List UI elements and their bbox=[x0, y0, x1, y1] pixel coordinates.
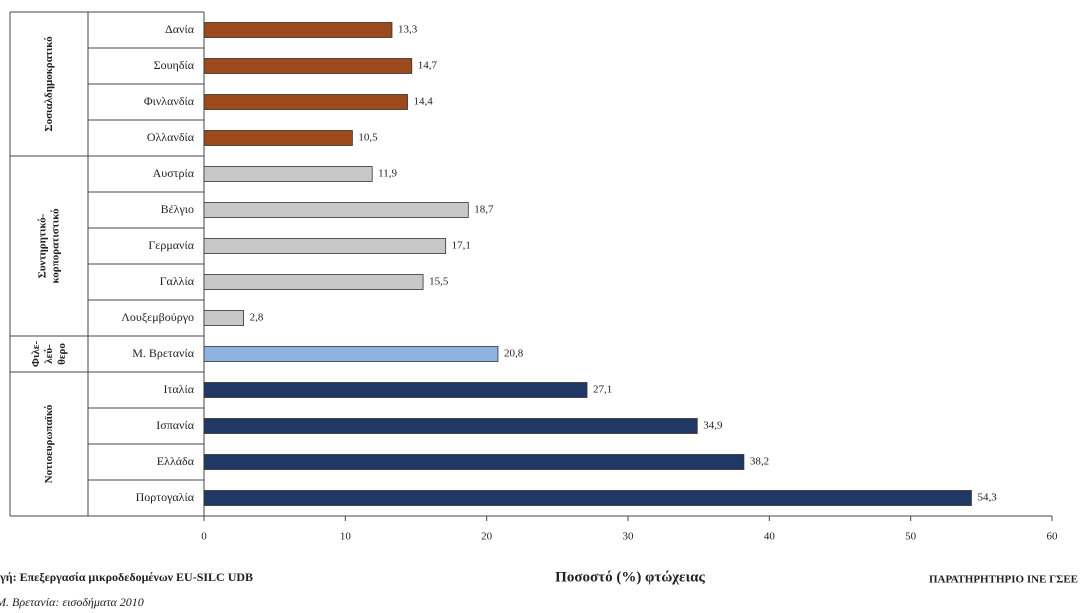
group-label-line: Φιλε- bbox=[30, 341, 42, 368]
bar bbox=[203, 346, 499, 362]
x-tick-label: 10 bbox=[340, 531, 352, 543]
footnote: Μ. Βρετανία: εισοδήματα 2010 bbox=[0, 595, 144, 609]
bar bbox=[203, 202, 469, 218]
category-label: Δανία bbox=[165, 22, 195, 36]
bar bbox=[203, 22, 393, 38]
group-label-line: Σοσιαλδημοκρατικό bbox=[43, 36, 55, 132]
category-label: Μ. Βρετανία bbox=[132, 346, 194, 360]
source-note: Πηγή: Επεξεργασία μικροδεδομένων EU-SILC… bbox=[0, 570, 253, 584]
x-axis-title: Ποσοστό (%) φτώχειας bbox=[555, 569, 705, 585]
credit: ΠΑΡΑΤΗΡΗΤΗΡΙΟ ΙΝΕ ΓΣΕΕ bbox=[929, 574, 1078, 586]
value-label: 27,1 bbox=[593, 384, 612, 396]
bar bbox=[203, 58, 413, 74]
group-label: Συντηρητικό-κορπορατιστικό bbox=[36, 208, 61, 283]
value-label: 13,3 bbox=[398, 24, 418, 36]
value-label: 54,3 bbox=[977, 492, 997, 504]
x-tick-label: 50 bbox=[905, 531, 917, 543]
x-tick-label: 60 bbox=[1047, 531, 1059, 543]
category-label: Ελλάδα bbox=[157, 454, 195, 468]
category-label: Σουηδία bbox=[154, 58, 195, 72]
group-label-line: κορπορατιστικό bbox=[49, 208, 61, 283]
bar bbox=[203, 274, 424, 290]
value-label: 20,8 bbox=[504, 348, 524, 360]
category-label: Λουξεμβούργο bbox=[121, 310, 194, 324]
category-label: Φινλανδία bbox=[144, 94, 195, 108]
bar bbox=[203, 166, 373, 182]
group-label-line: θερο bbox=[56, 343, 68, 365]
bar bbox=[203, 490, 972, 506]
value-label: 14,4 bbox=[414, 96, 434, 108]
value-label: 11,9 bbox=[378, 168, 397, 180]
x-tick-label: 0 bbox=[201, 531, 207, 543]
bar bbox=[203, 94, 408, 110]
category-label: Γερμανία bbox=[148, 238, 194, 252]
x-tick-label: 20 bbox=[481, 531, 493, 543]
category-label: Ιταλία bbox=[164, 382, 195, 396]
value-label: 14,7 bbox=[418, 60, 438, 72]
x-tick-label: 40 bbox=[764, 531, 776, 543]
bar bbox=[203, 382, 588, 398]
group-label: Σοσιαλδημοκρατικό bbox=[43, 36, 55, 132]
bar bbox=[203, 418, 698, 434]
value-label: 15,5 bbox=[429, 276, 449, 288]
value-label: 34,9 bbox=[703, 420, 723, 432]
value-label: 18,7 bbox=[474, 204, 494, 216]
group-label-line: Συντηρητικό- bbox=[36, 213, 48, 278]
bar bbox=[203, 454, 745, 470]
group-label: Νοτιοευρωπαϊκό bbox=[43, 404, 55, 483]
category-label: Γαλλία bbox=[160, 274, 195, 288]
category-label: Ολλανδία bbox=[147, 130, 195, 144]
bar bbox=[203, 238, 447, 254]
value-label: 17,1 bbox=[452, 240, 471, 252]
value-label: 2,8 bbox=[250, 312, 264, 324]
bar bbox=[203, 310, 244, 326]
group-label-line: Νοτιοευρωπαϊκό bbox=[43, 404, 55, 483]
x-tick-label: 30 bbox=[623, 531, 635, 543]
category-label: Ισπανία bbox=[156, 418, 194, 432]
group-label: Φιλε-λεύ-θερο bbox=[30, 341, 68, 368]
value-label: 10,5 bbox=[358, 132, 378, 144]
group-label-line: λεύ- bbox=[43, 344, 55, 364]
category-label: Πορτογαλία bbox=[136, 490, 195, 504]
bar bbox=[203, 130, 353, 146]
category-label: Βέλγιο bbox=[161, 202, 194, 216]
value-label: 38,2 bbox=[750, 456, 769, 468]
category-label: Αυστρία bbox=[153, 166, 195, 180]
